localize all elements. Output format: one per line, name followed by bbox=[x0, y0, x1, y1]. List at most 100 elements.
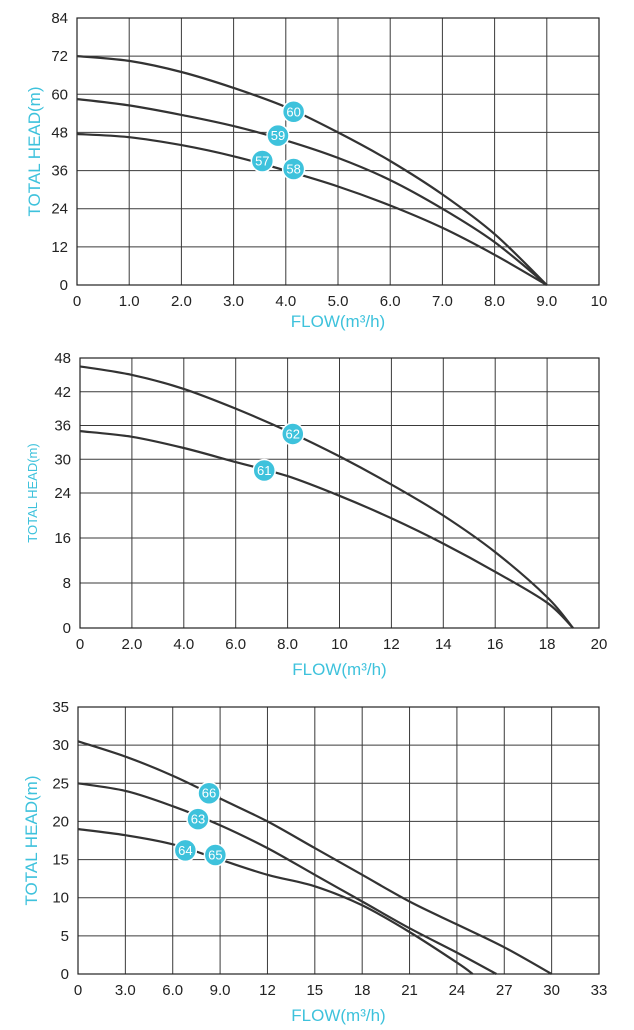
x-tick-label: 5.0 bbox=[328, 293, 349, 310]
marker-circle bbox=[281, 422, 305, 446]
marker-circle bbox=[266, 123, 290, 148]
y-tick-label: 36 bbox=[51, 163, 68, 180]
series-line bbox=[79, 430, 574, 629]
x-tick-label: 21 bbox=[401, 982, 418, 999]
y-tick-label: 36 bbox=[54, 418, 71, 435]
series-line bbox=[77, 828, 474, 975]
marker-circle bbox=[186, 807, 210, 831]
y-tick-label: 0 bbox=[60, 277, 68, 294]
marker-circle bbox=[203, 843, 228, 867]
marker-circle bbox=[252, 458, 276, 483]
marker-circle bbox=[197, 781, 221, 805]
model-marker: 65 bbox=[203, 843, 228, 867]
marker-label: 58 bbox=[286, 161, 300, 176]
x-tick-label: 8.0 bbox=[277, 636, 298, 653]
x-tick-label: 20 bbox=[591, 636, 608, 653]
model-marker: 60 bbox=[281, 100, 306, 124]
marker-label: 57 bbox=[255, 154, 269, 169]
x-tick-label: 30 bbox=[543, 982, 560, 999]
series-line bbox=[76, 98, 548, 286]
x-tick-label: 6.0 bbox=[162, 982, 183, 999]
x-tick-label: 3.0 bbox=[223, 293, 244, 310]
x-tick-label: 12 bbox=[383, 636, 400, 653]
x-tick-label: 14 bbox=[435, 636, 452, 653]
x-tick-label: 10 bbox=[331, 636, 348, 653]
plot-frame bbox=[77, 706, 600, 975]
y-tick-label: 35 bbox=[52, 699, 69, 716]
x-tick-label: 4.0 bbox=[173, 636, 194, 653]
series-line bbox=[79, 365, 574, 629]
y-tick-label: 5 bbox=[61, 928, 69, 945]
y-tick-label: 0 bbox=[63, 620, 71, 637]
x-tick-label: 16 bbox=[487, 636, 504, 653]
marker-label: 64 bbox=[178, 843, 192, 858]
y-tick-label: 48 bbox=[51, 124, 68, 141]
y-tick-label: 42 bbox=[54, 384, 71, 401]
y-tick-label: 72 bbox=[51, 48, 68, 65]
marker-label: 63 bbox=[191, 812, 205, 827]
x-tick-label: 18 bbox=[539, 636, 556, 653]
chart-2-flow-0-20: 0 2.0 4.0 6.0 8.0 10 12 14 16 18 20 0 8 16 24 30 36 42 48 F… bbox=[25, 350, 607, 679]
x-tick-label: 8.0 bbox=[484, 293, 505, 310]
x-tick-label: 9.0 bbox=[210, 982, 231, 999]
x-tick-label: 1.0 bbox=[119, 293, 140, 310]
x-tick-label: 6.0 bbox=[380, 293, 401, 310]
y-tick-label: 30 bbox=[54, 451, 71, 468]
x-tick-label: 9.0 bbox=[536, 293, 557, 310]
model-marker: 57 bbox=[250, 149, 275, 173]
y-axis-title: TOTAL HEAD(m) bbox=[25, 443, 40, 542]
series-line bbox=[76, 55, 548, 286]
x-tick-label: 0 bbox=[76, 636, 84, 653]
series-line bbox=[76, 132, 548, 286]
y-tick-label: 24 bbox=[54, 485, 71, 502]
model-marker: 66 bbox=[197, 781, 221, 805]
marker-label: 60 bbox=[286, 104, 300, 119]
x-axis-title: FLOW(m³/h) bbox=[291, 312, 385, 331]
x-tick-label: 24 bbox=[449, 982, 466, 999]
marker-circle bbox=[173, 838, 198, 863]
x-tick-label: 12 bbox=[259, 982, 276, 999]
series-line bbox=[77, 782, 497, 975]
x-axis-title: FLOW(m³/h) bbox=[292, 660, 386, 679]
marker-label: 61 bbox=[257, 463, 271, 478]
y-tick-label: 16 bbox=[54, 530, 71, 547]
x-tick-label: 0 bbox=[73, 293, 81, 310]
x-tick-label: 2.0 bbox=[121, 636, 142, 653]
y-tick-label: 24 bbox=[51, 201, 68, 218]
model-marker: 61 bbox=[252, 458, 276, 483]
model-marker: 64 bbox=[173, 838, 198, 863]
y-tick-label: 84 bbox=[51, 10, 68, 27]
y-tick-label: 12 bbox=[51, 239, 68, 256]
x-tick-label: 33 bbox=[591, 982, 608, 999]
x-tick-label: 6.0 bbox=[225, 636, 246, 653]
y-axis-title: TOTAL HEAD(m) bbox=[25, 86, 44, 216]
model-marker: 59 bbox=[266, 123, 290, 148]
chart-1-flow-0-10: 0 1.0 2.0 3.0 4.0 5.0 6.0 7.0 8.0 9.0 10 0 12 24 36 48 6… bbox=[25, 10, 607, 331]
x-tick-label: 0 bbox=[74, 982, 82, 999]
x-tick-label: 18 bbox=[354, 982, 371, 999]
y-tick-label: 25 bbox=[52, 775, 69, 792]
marker-circle bbox=[281, 157, 306, 181]
y-tick-label: 0 bbox=[61, 966, 69, 983]
marker-label: 59 bbox=[271, 128, 285, 143]
y-tick-label: 48 bbox=[54, 350, 71, 367]
x-tick-label: 7.0 bbox=[432, 293, 453, 310]
marker-label: 62 bbox=[286, 426, 300, 441]
y-tick-label: 10 bbox=[52, 890, 69, 907]
x-tick-label: 27 bbox=[496, 982, 513, 999]
model-marker: 58 bbox=[281, 157, 306, 181]
plot-frame bbox=[79, 357, 600, 629]
y-axis-title: TOTAL HEAD(m) bbox=[22, 775, 41, 905]
y-tick-label: 8 bbox=[63, 575, 71, 592]
marker-label: 66 bbox=[202, 786, 216, 801]
y-tick-label: 60 bbox=[51, 86, 68, 103]
series-line bbox=[77, 740, 553, 975]
y-tick-label: 15 bbox=[52, 852, 69, 869]
x-axis-title: FLOW(m³/h) bbox=[291, 1006, 385, 1025]
x-tick-label: 2.0 bbox=[171, 293, 192, 310]
y-tick-label: 30 bbox=[52, 737, 69, 754]
chart-3-flow-0-33: 0 3.0 6.0 9.0 12 15 18 21 24 27 30 33 0 5 10 15 20 25 30 35… bbox=[22, 699, 607, 1025]
marker-label: 65 bbox=[208, 847, 222, 862]
model-marker: 62 bbox=[281, 422, 305, 446]
